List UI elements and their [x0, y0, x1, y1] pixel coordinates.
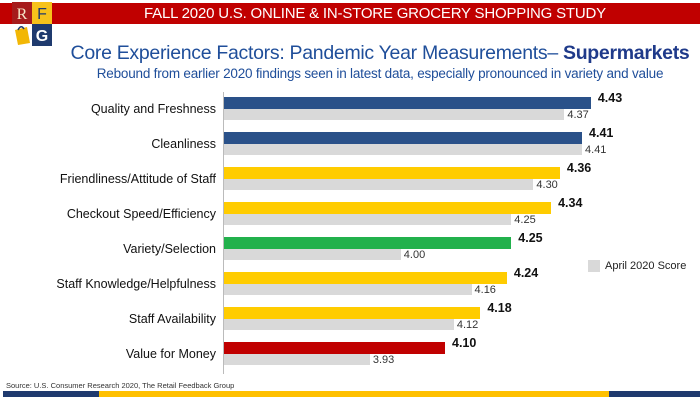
data-label-april-2020: 4.12	[456, 319, 479, 331]
category-label: Staff Availability	[128, 312, 216, 326]
category-label: Friendliness/Attitude of Staff	[59, 172, 216, 186]
legend: April 2020 Score	[588, 260, 687, 273]
data-label-current: 4.10	[452, 336, 477, 350]
data-label-current: 4.43	[597, 91, 623, 105]
category-label: Cleanliness	[151, 137, 216, 151]
data-label-april-2020: 4.00	[403, 249, 426, 261]
bar-current	[224, 97, 591, 109]
data-label-current: 4.34	[558, 196, 583, 210]
bar-april-2020	[224, 354, 370, 365]
svg-text:F: F	[37, 6, 47, 23]
source-note: Source: U.S. Consumer Research 2020, The…	[6, 381, 235, 390]
legend-label: April 2020 Score	[605, 260, 687, 272]
svg-text:R: R	[17, 6, 28, 23]
banner-title: FALL 2020 U.S. ONLINE & IN-STORE GROCERY…	[144, 5, 606, 22]
category-label: Quality and Freshness	[90, 102, 216, 116]
bar-current	[224, 237, 512, 249]
category-axis	[223, 92, 224, 374]
title-emphasis: Supermarkets	[562, 42, 690, 64]
data-label-april-2020: 4.41	[585, 144, 607, 156]
data-label-current: 4.24	[513, 266, 539, 280]
bar-april-2020	[224, 144, 583, 155]
bar-current	[224, 167, 560, 179]
data-label-april-2020: 4.37	[567, 109, 589, 121]
data-label-current: 4.41	[589, 126, 614, 140]
category-label: Checkout Speed/Efficiency	[66, 207, 216, 221]
data-label-april-2020: 3.93	[372, 354, 395, 366]
footer-stripe	[0, 391, 700, 397]
bar-april-2020	[224, 284, 472, 295]
data-label-current: 4.18	[487, 301, 512, 315]
category-label: Staff Knowledge/Helpfulness	[56, 277, 216, 291]
bar-april-2020	[224, 249, 401, 260]
bar-april-2020	[224, 109, 565, 120]
data-label-april-2020: 4.16	[474, 284, 496, 296]
bar-current	[224, 132, 583, 144]
bar-april-2020	[224, 319, 454, 330]
data-label-april-2020: 4.30	[536, 179, 558, 191]
svg-text:G: G	[36, 28, 48, 45]
data-label-current: 4.25	[518, 231, 543, 245]
header-banner	[0, 3, 700, 24]
chart-subtitle: Rebound from earlier 2020 findings seen …	[96, 66, 664, 81]
bar-april-2020	[224, 214, 512, 225]
bar-current	[224, 342, 445, 354]
bar-april-2020	[224, 179, 534, 190]
bar-current	[224, 272, 507, 284]
bar-current	[224, 202, 552, 214]
data-label-april-2020: 4.25	[514, 214, 536, 226]
rfg-logo: R F G	[12, 2, 52, 46]
chart-title: Core Experience Factors: Pandemic Year M…	[0, 42, 700, 65]
category-label: Variety/Selection	[123, 242, 216, 256]
title-text: Core Experience Factors: Pandemic Year M…	[70, 42, 563, 64]
data-label-current: 4.36	[566, 161, 592, 175]
legend-swatch	[588, 260, 600, 273]
bar-current	[224, 307, 481, 319]
category-label: Value for Money	[125, 347, 216, 361]
